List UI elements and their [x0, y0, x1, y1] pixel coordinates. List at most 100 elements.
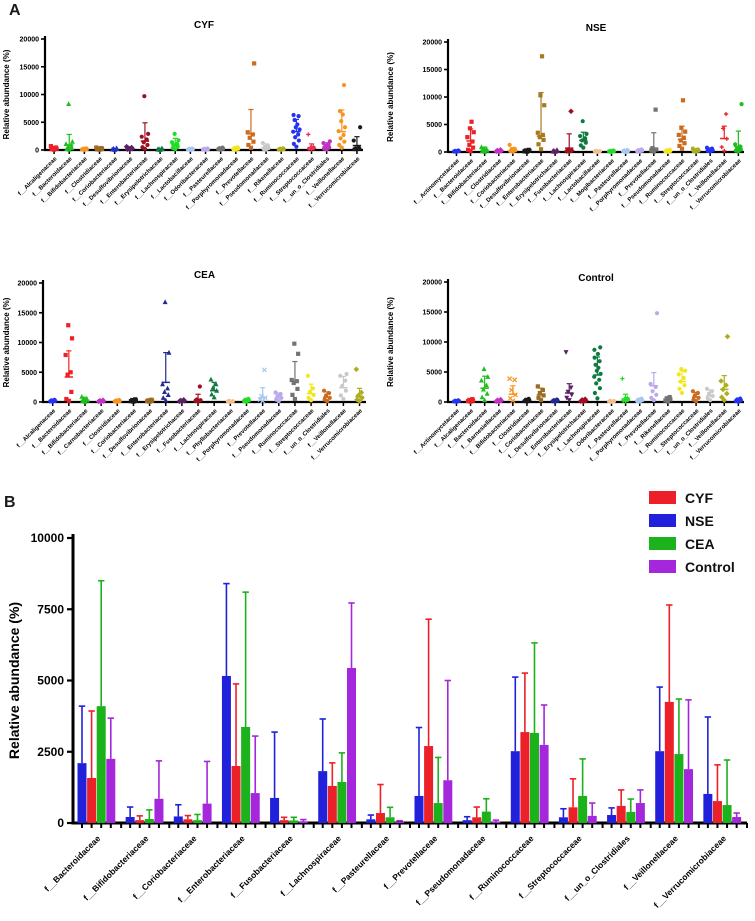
data-point	[706, 391, 712, 396]
data-point	[68, 370, 73, 375]
data-point	[667, 394, 672, 400]
data-point	[623, 399, 628, 404]
bar-nse	[414, 795, 424, 823]
data-point	[690, 146, 695, 151]
bar-control	[732, 817, 742, 823]
data-point	[593, 362, 598, 367]
bar-cea	[192, 820, 202, 823]
data-point	[343, 388, 348, 393]
legend-swatch-control	[649, 560, 676, 573]
data-point	[274, 397, 279, 402]
data-point	[311, 144, 316, 149]
data-point	[704, 386, 710, 391]
data-point	[145, 142, 150, 148]
bar-cea	[674, 754, 684, 823]
data-point	[66, 101, 72, 107]
scatter-plot-control: 0 5000 10000 15000 20000 Control Relative abun…	[386, 273, 744, 463]
data-point	[608, 398, 613, 403]
data-point	[165, 385, 171, 391]
data-point	[719, 144, 724, 150]
data-point	[227, 398, 232, 403]
data-point	[343, 378, 348, 383]
y-tick-label: 20000	[423, 280, 443, 287]
legend: CYF NSE CEA Control	[649, 486, 735, 578]
scatter-plot-cyf: 0 5000 10000 15000 20000 CYF Relative abundanc…	[2, 20, 363, 211]
legend-swatch-nse	[649, 514, 676, 527]
data-point	[733, 142, 738, 147]
data-point	[144, 137, 149, 142]
data-point	[294, 379, 299, 384]
y-axis-label: Relative abundance (%)	[2, 297, 11, 387]
data-point	[649, 148, 654, 153]
y-tick-label: 20000	[423, 40, 443, 47]
bar-cea	[144, 819, 154, 823]
data-point	[536, 142, 541, 147]
data-point	[321, 388, 327, 393]
data-point	[341, 396, 346, 402]
data-point	[580, 119, 585, 124]
data-point	[512, 146, 517, 151]
y-tick-label: 10000	[18, 340, 38, 347]
data-point	[252, 61, 257, 66]
data-point	[213, 381, 219, 387]
data-point	[280, 146, 286, 151]
data-point	[214, 387, 220, 393]
y-tick-label: 5000	[21, 370, 37, 377]
data-point	[723, 390, 730, 397]
data-point	[681, 375, 686, 381]
bar-control	[298, 821, 308, 823]
data-point	[537, 135, 542, 140]
chart-title: Control	[578, 273, 614, 284]
bar-nse	[462, 820, 472, 823]
data-point	[592, 355, 597, 360]
data-point	[654, 392, 659, 397]
y-tick-label: 10000	[423, 95, 443, 102]
data-point	[296, 351, 301, 356]
data-point	[668, 397, 673, 402]
chart-title: NSE	[586, 23, 607, 34]
bar-nse	[703, 793, 713, 823]
data-point	[250, 132, 255, 137]
bar-cyf	[183, 819, 193, 823]
data-point	[512, 377, 518, 383]
data-point	[63, 141, 69, 146]
data-point	[99, 145, 104, 151]
bar-nse	[270, 797, 280, 823]
data-point	[478, 144, 484, 150]
bar-nse	[655, 751, 665, 823]
data-point	[358, 389, 365, 396]
data-point	[69, 336, 75, 341]
data-point	[594, 148, 599, 153]
data-point	[291, 380, 296, 386]
y-tick-label: 20000	[18, 281, 38, 288]
data-point	[554, 147, 560, 153]
data-point	[159, 145, 165, 151]
data-point	[583, 140, 588, 145]
legend-swatch-cyf	[649, 491, 676, 504]
y-tick-label: 5000	[426, 122, 442, 129]
data-point	[123, 143, 130, 150]
data-point	[654, 311, 660, 316]
chart-title: CEA	[194, 270, 215, 281]
y-tick-label: 0	[438, 400, 442, 407]
data-point	[479, 394, 485, 400]
data-point	[507, 395, 513, 401]
legend-label: CYF	[685, 489, 713, 506]
data-point	[337, 142, 342, 148]
data-point	[65, 144, 71, 150]
data-point	[326, 142, 331, 147]
data-point	[292, 396, 298, 402]
data-point	[651, 149, 656, 154]
data-point	[68, 142, 74, 148]
data-point	[53, 145, 58, 150]
y-tick-label: 20000	[20, 37, 40, 44]
data-point	[125, 145, 132, 151]
data-point	[141, 140, 146, 145]
y-tick-label: 5000	[37, 674, 64, 688]
data-point	[526, 396, 531, 401]
data-point	[172, 131, 177, 137]
panel-b-label: B	[4, 494, 16, 511]
data-point	[295, 386, 300, 392]
data-point	[133, 397, 138, 402]
